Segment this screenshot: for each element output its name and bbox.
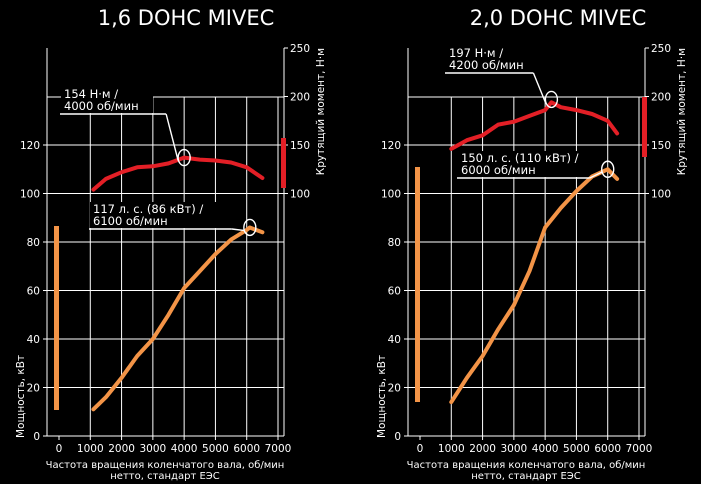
y-left-tick-label: 120: [20, 140, 40, 152]
annotation-circle: [601, 160, 615, 178]
annotation-label: 150 л. с. (110 кВт) /: [461, 151, 579, 165]
torque-curve: [91, 155, 265, 192]
power-torque-chart-1-6: 0 1000 2000 3000 4000 5000 6000 7000 0 20 40 60 80 10…: [15, 43, 327, 482]
annotation-circle: [243, 218, 257, 237]
x-axis-sublabel: нетто, стандарт ЕЭС: [110, 471, 220, 482]
annotation-label: 4000 об/мин: [64, 99, 139, 113]
y-right-tick-label: 150: [290, 140, 310, 152]
y-left-tick-label: 100: [381, 189, 401, 201]
annotation-backdrop: [90, 202, 218, 228]
annotation-backdrop: [61, 87, 153, 113]
x-tick-label: 0: [56, 443, 63, 455]
x-tick-label: 0: [417, 443, 424, 455]
x-tick-label: 4000: [532, 443, 559, 455]
y-left-tick-label: 20: [388, 383, 401, 395]
annotation-label: 197 Н·м /: [449, 46, 503, 60]
y-right-tick-label: 250: [651, 43, 671, 55]
x-tick-label: 6000: [594, 443, 621, 455]
x-tick-label: 7000: [265, 443, 292, 455]
x-tick-label: 6000: [233, 443, 260, 455]
annotation-leader: [532, 72, 547, 103]
x-tick-label: 3000: [139, 443, 166, 455]
annotation-circle: [544, 90, 559, 109]
annotation-leader: [589, 171, 603, 179]
y-left-tick-label: 80: [27, 237, 40, 249]
y-left-tick-label: 40: [27, 334, 40, 346]
y-right-axis-label: Крутящий момент, Н·м: [676, 48, 688, 175]
annotation-label: 4200 об/мин: [449, 58, 524, 72]
y-right-axis-label: Крутящий момент, Н·м: [315, 48, 327, 175]
x-tick-label: 5000: [202, 443, 229, 455]
chart-title-left: 1,6 DOHC MIVEC: [97, 6, 275, 30]
power-range-bar: [415, 167, 420, 402]
x-tick-label: 2000: [469, 443, 496, 455]
y-left-tick-label: 0: [33, 431, 40, 443]
x-tick-label: 2000: [108, 443, 135, 455]
torque-range-bar: [281, 138, 286, 188]
annotation-leader: [165, 113, 179, 161]
y-left-tick-label: 60: [388, 286, 401, 298]
power-range-bar: [54, 226, 59, 410]
y-left-tick-label: 20: [27, 383, 40, 395]
torque-curve: [449, 100, 620, 151]
x-tick-label: 4000: [171, 443, 198, 455]
x-tick-label: 1000: [438, 443, 465, 455]
annotation-backdrop: [446, 46, 538, 72]
y-right-tick-label: 200: [290, 92, 310, 104]
y-left-tick-label: 60: [27, 286, 40, 298]
y-left-tick-label: 40: [388, 334, 401, 346]
y-right-tick-label: 200: [651, 92, 671, 104]
x-tick-label: 5000: [563, 443, 590, 455]
x-tick-label: 1000: [77, 443, 104, 455]
chart-title-right: 2,0 DOHC MIVEC: [469, 6, 647, 30]
annotation-label: 154 Н·м /: [64, 87, 118, 101]
annotation-leader: [231, 228, 244, 232]
annotation-circle: [177, 148, 191, 167]
y-left-tick-label: 0: [394, 431, 401, 443]
y-left-axis-label: Мощность, кВт: [376, 355, 388, 438]
power-torque-chart-2-0: 0 1000 2000 3000 4000 5000 6000 7000 0 20 40 60 80 10…: [376, 43, 688, 482]
power-curve: [91, 225, 265, 412]
power-curve: [449, 167, 620, 405]
annotation-label: 6000 об/мин: [461, 163, 536, 177]
x-tick-label: 7000: [626, 443, 653, 455]
y-right-tick-label: 100: [651, 189, 671, 201]
x-tick-label: 3000: [500, 443, 527, 455]
x-axis-label: Частота вращения коленчатого вала, об/ми…: [46, 460, 285, 471]
y-left-tick-label: 120: [381, 140, 401, 152]
y-left-tick-label: 100: [20, 189, 40, 201]
annotation-label: 117 л. с. (86 кВт) /: [93, 202, 203, 216]
torque-range-bar: [642, 97, 647, 157]
x-axis-sublabel: нетто, стандарт ЕЭС: [471, 471, 581, 482]
annotation-label: 6100 об/мин: [93, 214, 168, 228]
y-left-tick-label: 80: [388, 237, 401, 249]
y-right-tick-label: 100: [290, 189, 310, 201]
annotation-backdrop: [458, 151, 586, 177]
y-left-axis-label: Мощность, кВт: [15, 355, 27, 438]
y-right-tick-label: 150: [651, 140, 671, 152]
y-right-tick-label: 250: [290, 43, 310, 55]
x-axis-label: Частота вращения коленчатого вала, об/ми…: [407, 460, 646, 471]
